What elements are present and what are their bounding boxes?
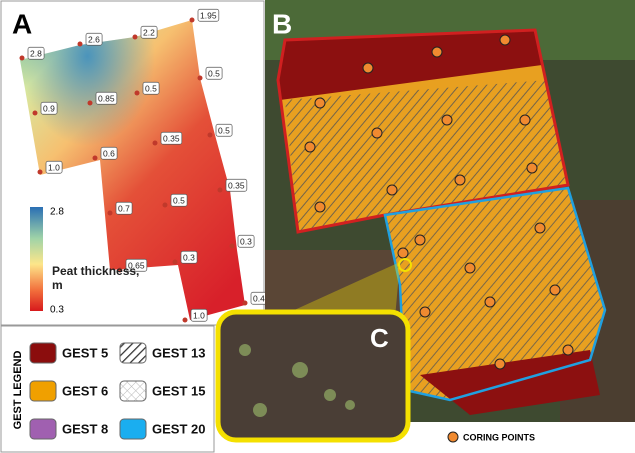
legend-swatch (119, 342, 147, 364)
colorbar (30, 207, 43, 311)
label-box (180, 250, 198, 264)
sample-point (134, 90, 140, 96)
sample-point (189, 17, 195, 23)
sample-point (172, 259, 178, 265)
label-box (115, 201, 133, 215)
colorbar-max: 2.8 (50, 207, 64, 218)
sample-value: 0.85 (98, 93, 115, 103)
sample-point (37, 169, 43, 175)
sample-value: 0.35 (228, 180, 245, 190)
panel-label: B (272, 8, 292, 39)
legend-label: GEST 6 (62, 383, 108, 398)
sample-value: 0.6 (103, 148, 115, 158)
sample-value: 0.5 (173, 195, 185, 205)
label-box (225, 178, 248, 192)
legend-label: GEST 8 (62, 421, 108, 436)
label-box (85, 32, 103, 46)
sample-point (197, 75, 203, 81)
label-box (205, 66, 223, 80)
sample-point (92, 155, 98, 161)
sample-point (77, 41, 83, 47)
legend-swatch (119, 418, 147, 440)
sample-value: 0.45 (253, 293, 270, 303)
sample-value: 1.95 (200, 10, 217, 20)
sample-value: 0.9 (43, 103, 55, 113)
label-box (190, 308, 208, 322)
legend-label: GEST 13 (152, 345, 205, 360)
sample-value: 2.6 (88, 34, 100, 44)
panel-label: C (370, 323, 389, 353)
coring-points-label: CORING POINTS (463, 432, 535, 442)
sample-point (19, 55, 25, 61)
sample-value: 0.35 (163, 133, 180, 143)
sample-value: 0.3 (240, 236, 252, 246)
label-box (215, 123, 233, 137)
label-box (40, 101, 58, 115)
sample-point (242, 300, 248, 306)
sample-value: 0.3 (183, 252, 195, 262)
colorbar-title: Peat thickness, m (52, 264, 140, 292)
label-box (27, 46, 45, 60)
sample-value: 1.0 (48, 162, 60, 172)
legend-label: GEST 15 (152, 383, 205, 398)
legend-swatch (29, 342, 57, 364)
sample-point (32, 110, 38, 116)
sample-point (162, 202, 168, 208)
sample-point (87, 100, 93, 106)
sample-value: 2.8 (30, 48, 42, 58)
sample-value: 0.65 (128, 260, 145, 270)
legend-swatch (29, 418, 57, 440)
legend-swatch (29, 380, 57, 402)
sample-point (132, 34, 138, 40)
sample-point (229, 243, 235, 249)
sample-value: 1.0 (193, 310, 205, 320)
sample-point (152, 140, 158, 146)
sample-value: 0.5 (145, 83, 157, 93)
sample-value: 0.5 (218, 125, 230, 135)
sample-value: 0.5 (208, 68, 220, 78)
sample-point (107, 210, 113, 216)
colorbar-min: 0.3 (50, 305, 64, 316)
legend-label: GEST 5 (62, 345, 108, 360)
label-box (95, 91, 118, 105)
sample-value: 2.2 (143, 27, 155, 37)
panel-label: A (12, 8, 32, 39)
label-box (140, 25, 158, 39)
sample-point (117, 267, 123, 273)
label-box (45, 160, 63, 174)
label-box (142, 81, 160, 95)
label-box (100, 146, 118, 160)
label-box (197, 8, 220, 22)
label-box (170, 193, 188, 207)
label-box (125, 258, 148, 272)
peat-map-high (20, 20, 245, 320)
sample-point (182, 317, 188, 323)
label-box (237, 234, 255, 248)
sample-point (207, 132, 213, 138)
sample-value: 0.7 (118, 203, 130, 213)
label-box (160, 131, 183, 145)
legend-swatch (119, 380, 147, 402)
legend-label: GEST 20 (152, 421, 205, 436)
sample-point (217, 187, 223, 193)
legend-title: GEST LEGEND (12, 351, 24, 430)
